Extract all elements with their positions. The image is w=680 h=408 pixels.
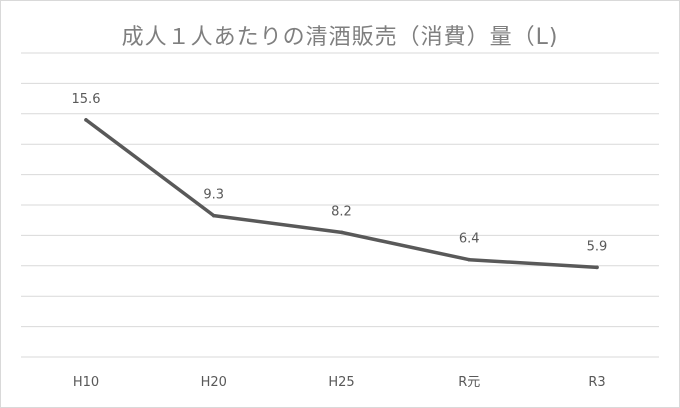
- series-layer: [84, 118, 599, 270]
- data-point: [339, 230, 344, 235]
- x-axis-labels: H10 H20 H25 R元 R3: [73, 375, 606, 390]
- data-point: [211, 213, 216, 218]
- gridlines: [21, 52, 659, 358]
- series-line: [84, 118, 599, 270]
- data-label: 5.9: [587, 239, 608, 254]
- x-tick-label: R元: [458, 375, 480, 390]
- x-tick-label: H25: [328, 375, 354, 390]
- x-tick-label: R3: [588, 375, 605, 390]
- chart-title: 成人１人あたりの清酒販売（消費）量（L): [121, 25, 559, 50]
- data-point: [595, 265, 599, 270]
- data-label: 8.2: [331, 204, 352, 219]
- data-point: [84, 118, 88, 122]
- data-label: 6.4: [459, 232, 480, 247]
- data-point: [467, 257, 472, 262]
- data-label: 15.6: [72, 92, 101, 107]
- data-labels: 15.6 9.3 8.2 6.4 5.9: [72, 92, 608, 254]
- data-label: 9.3: [203, 188, 224, 203]
- x-tick-label: H10: [73, 375, 99, 390]
- x-tick-label: H20: [201, 375, 227, 390]
